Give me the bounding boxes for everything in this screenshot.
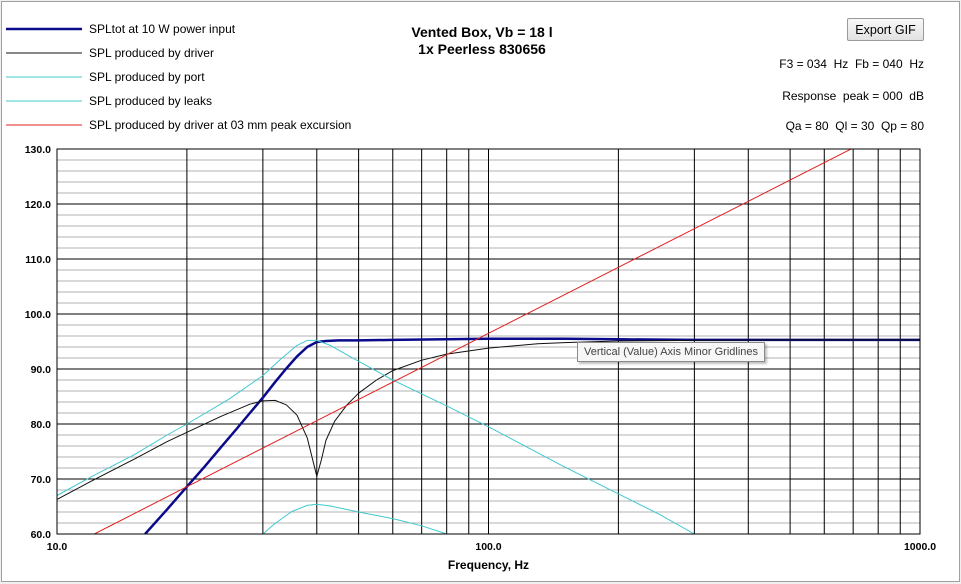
legend-label: SPL produced by leaks	[89, 94, 212, 108]
series-line-spl-produced-by-leaks	[262, 503, 447, 534]
legend-label: SPL produced by driver	[89, 46, 214, 60]
legend: SPLtot at 10 W power input SPL produced b…	[6, 22, 351, 132]
chart-title-line-1: Vented Box, Vb = 18 l	[411, 24, 553, 40]
series-line-spl-produced-by-driver-at-03-mm-peak-excursion	[94, 149, 853, 534]
y-tick-label: 100.0	[25, 309, 51, 321]
series-lines	[57, 149, 920, 534]
f3-fb-readout: F3 = 034 Hz Fb = 040 Hz	[779, 57, 924, 71]
legend-label: SPL produced by port	[89, 70, 205, 84]
axes: 60.0 70.0 80.0 90.0 100.0 110.0 120.0 130.0 10.0…	[25, 144, 936, 572]
chart-title-line-2: 1x Peerless 830656	[418, 41, 546, 57]
legend-label: SPL produced by driver at 03 mm peak exc…	[89, 118, 351, 132]
gridlines	[56, 148, 921, 535]
series-line-spl-produced-by-port	[57, 339, 695, 534]
gridlines-tooltip: Vertical (Value) Axis Minor Gridlines	[577, 342, 766, 362]
x-tick-label: 100.0	[475, 541, 501, 553]
series-line-spltot-at-10-w-power-input	[144, 337, 920, 534]
response-peak-readout: Response peak = 000 dB	[782, 89, 924, 103]
series-line-spl-produced-by-driver	[57, 339, 920, 500]
y-tick-label: 90.0	[31, 364, 52, 376]
x-axis-title: Frequency, Hz	[448, 558, 529, 572]
x-tick-label: 10.0	[47, 541, 68, 553]
y-tick-label: 80.0	[31, 419, 52, 431]
export-gif-button[interactable]: Export GIF	[847, 18, 924, 41]
legend-label: SPLtot at 10 W power input	[89, 22, 236, 36]
y-tick-label: 70.0	[31, 474, 52, 486]
y-tick-label: 60.0	[31, 529, 52, 541]
x-tick-label: 1000.0	[904, 541, 936, 553]
y-tick-label: 120.0	[25, 199, 51, 211]
y-tick-label: 110.0	[25, 254, 51, 266]
y-tick-label: 130.0	[25, 144, 51, 156]
plot-border	[56, 148, 921, 535]
q-values-readout: Qa = 80 Ql = 30 Qp = 80	[785, 119, 924, 133]
